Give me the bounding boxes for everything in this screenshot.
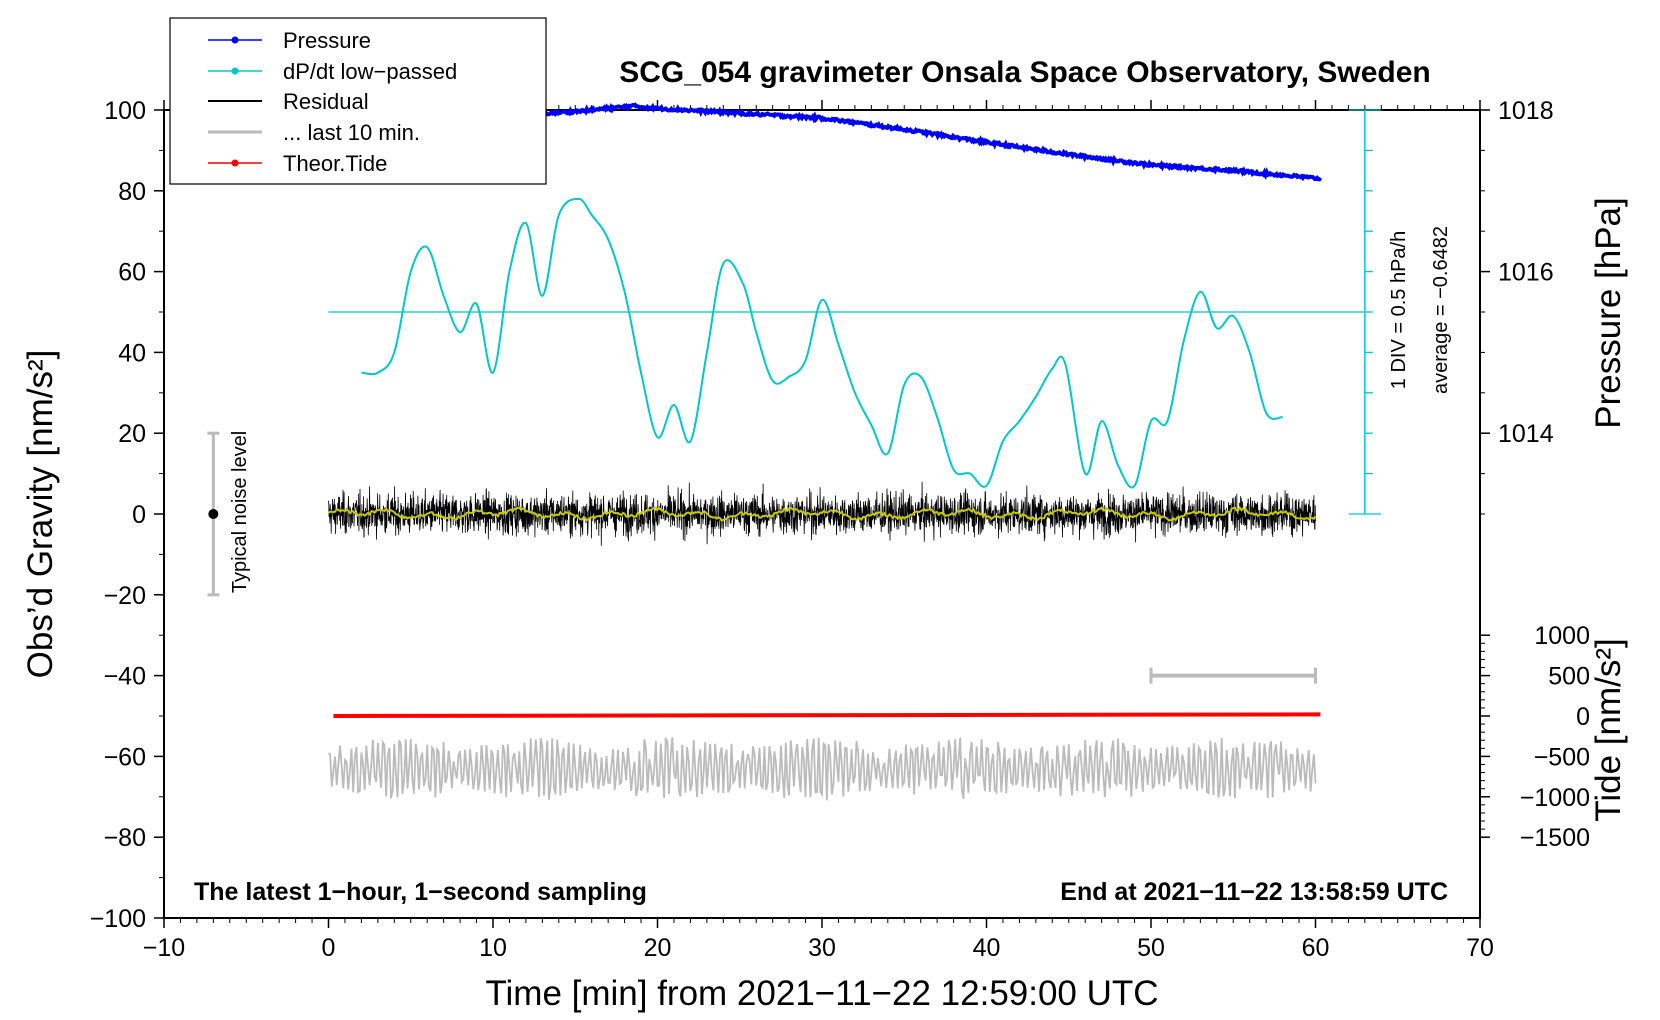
footer-right-text: End at 2021−11−22 13:58:59 UTC: [1060, 878, 1448, 906]
legend-label-dpdt: dP/dt low−passed: [283, 59, 457, 84]
legend-entry-tide: Theor.Tide: [208, 151, 387, 176]
y-axis-title-pressure: Pressure [hPa]: [1589, 197, 1628, 429]
noise-level-point: [208, 509, 219, 519]
footer-left-text: The latest 1−hour, 1−second sampling: [194, 878, 647, 906]
y-axis-title-tide: Tide [nm/s²]: [1589, 638, 1628, 821]
axis-ticks: −10 0 10 20 30 40 50 60 70−100−80−60−40−20020406…: [90, 97, 1590, 962]
y-left-tick-label: −100: [90, 905, 146, 933]
x-axis-title: Time [min] from 2021−11−22 12:59:00 UTC: [485, 974, 1158, 1013]
legend-marker-tide: [231, 159, 239, 167]
y-axis-title-left: Obs’d Gravity [nm/s²]: [21, 350, 60, 679]
series-last-10-min: [327, 737, 1317, 801]
annotations: [207, 109, 1381, 684]
legend-entry-pressure: Pressure: [208, 28, 371, 53]
legend-marker-pressure: [231, 36, 239, 44]
x-tick-label: −10: [143, 934, 185, 962]
x-tick-label: 10: [479, 934, 507, 962]
x-tick-label: 0: [322, 934, 336, 962]
tide-tick-label: −500: [1534, 743, 1590, 771]
y-left-tick-label: −40: [104, 663, 146, 691]
series-dpdt-low-passed: [361, 197, 1283, 489]
series-theor-tide: [333, 712, 1321, 718]
dpdt-average-label: average = −0.6482: [1430, 226, 1452, 394]
y-left-tick-label: −60: [104, 743, 146, 771]
x-tick-label: 40: [973, 934, 1001, 962]
data-series: [327, 102, 1323, 801]
series-residual: [328, 481, 1316, 546]
x-tick-label: 60: [1302, 934, 1330, 962]
legend: Pressure dP/dt low−passed Residual ... l…: [169, 17, 547, 185]
tide-tick-label: −1500: [1520, 824, 1590, 852]
legend-entry-residual: Residual: [208, 89, 369, 114]
tide-tick-label: 1000: [1534, 622, 1590, 650]
y-left-tick-label: 100: [104, 97, 146, 125]
y-left-tick-label: −80: [104, 824, 146, 852]
legend-entry-dpdt: dP/dt low−passed: [208, 59, 457, 84]
x-tick-label: 50: [1137, 934, 1165, 962]
legend-marker-dpdt: [231, 67, 239, 75]
y-left-tick-label: 40: [118, 339, 146, 367]
noise-level-label: Typical noise level: [229, 431, 251, 593]
pressure-tick-label: 1014: [1498, 420, 1554, 448]
x-tick-label: 70: [1466, 934, 1494, 962]
pressure-tick-label: 1018: [1498, 97, 1554, 125]
y-left-tick-label: 60: [118, 259, 146, 287]
chart-title: SCG_054 gravimeter Onsala Space Observat…: [619, 56, 1431, 89]
pressure-tick-label: 1016: [1498, 259, 1554, 287]
x-tick-label: 20: [644, 934, 672, 962]
legend-label-pressure: Pressure: [283, 28, 371, 53]
legend-label-last10: ... last 10 min.: [283, 120, 420, 145]
legend-entry-last10: ... last 10 min.: [208, 120, 420, 145]
series-residual-smoothed: [327, 505, 1317, 522]
x-tick-label: 30: [808, 934, 836, 962]
tide-tick-label: 0: [1576, 703, 1590, 731]
dpdt-div-label: 1 DIV = 0.5 hPa/h: [1388, 231, 1410, 389]
legend-label-tide: Theor.Tide: [283, 151, 387, 176]
legend-label-residual: Residual: [283, 89, 369, 114]
y-left-tick-label: −20: [104, 582, 146, 610]
tide-tick-label: 500: [1548, 663, 1590, 691]
tide-tick-label: −1000: [1520, 784, 1590, 812]
y-left-tick-label: 80: [118, 178, 146, 206]
y-left-tick-label: 20: [118, 420, 146, 448]
y-left-tick-label: 0: [132, 501, 146, 529]
